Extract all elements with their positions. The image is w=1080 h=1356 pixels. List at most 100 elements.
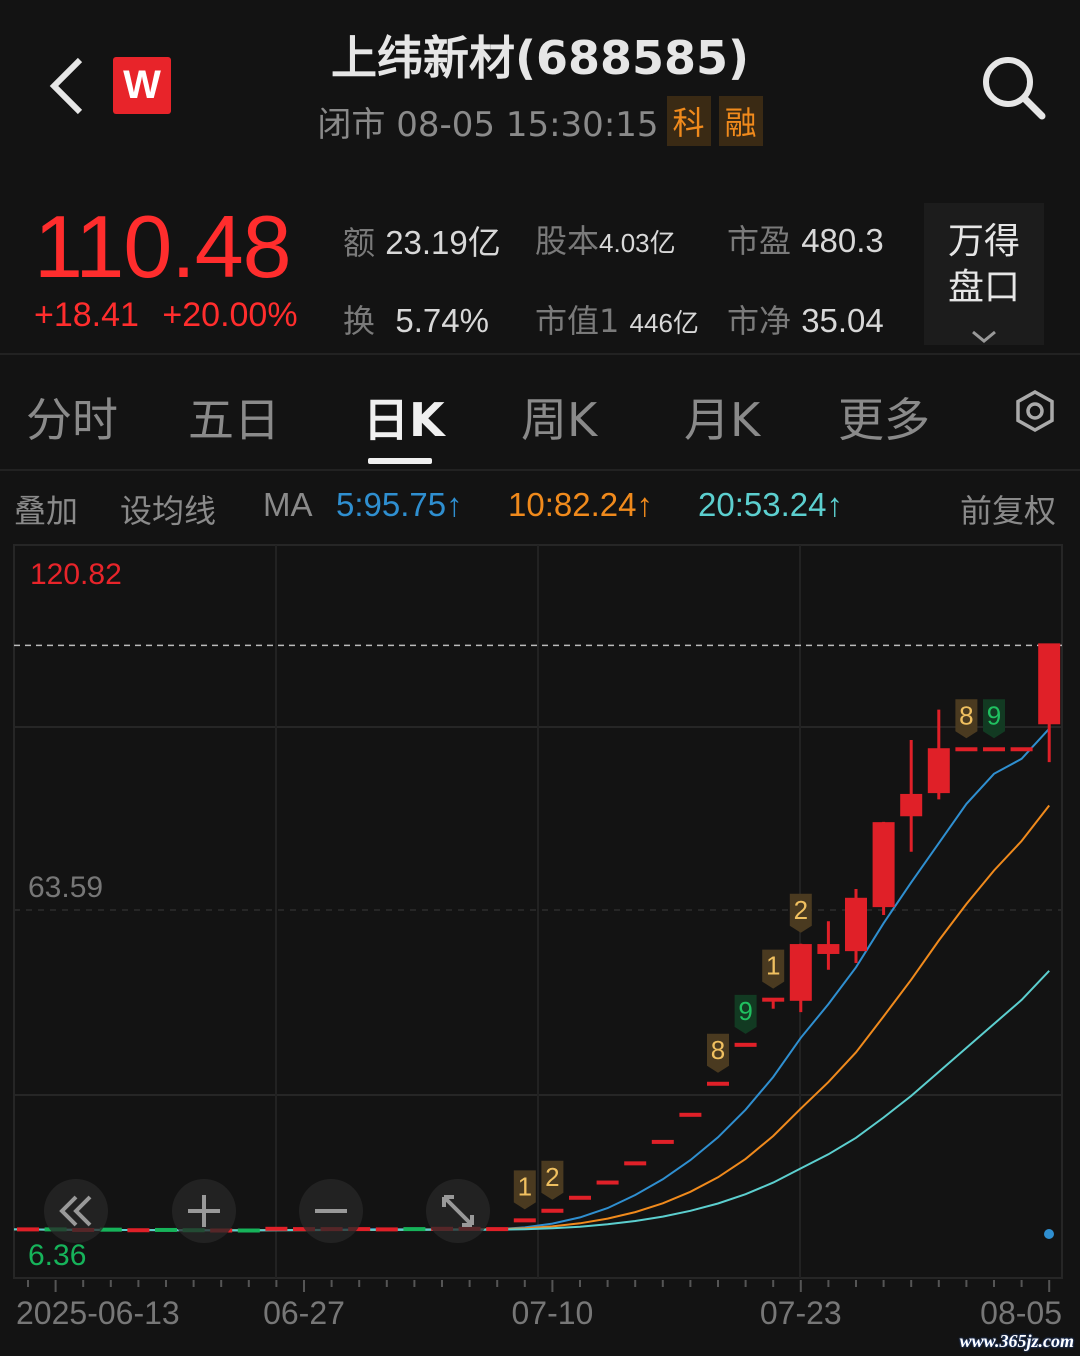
signal-label: 2 <box>545 1162 559 1192</box>
x-axis-label: 06-27 <box>263 1295 345 1331</box>
signal-label: 9 <box>738 996 752 1026</box>
overlay-button[interactable]: 叠加 <box>14 492 79 530</box>
chevron-down-icon <box>972 330 996 343</box>
candle-body <box>403 1227 426 1232</box>
tab-five-day[interactable]: 五日 <box>188 393 280 447</box>
candle-body <box>237 1228 260 1233</box>
margin-badge: 融 <box>718 96 763 146</box>
page-title: 上纬新材(688585) <box>330 31 750 85</box>
y-mid-label: 63.59 <box>28 871 103 904</box>
candle-body <box>817 944 840 954</box>
signal-badge <box>734 994 757 1034</box>
stat-pe: 市盈 480.3 <box>727 222 884 260</box>
adjust-mode-button[interactable]: 前复权 <box>960 492 1057 530</box>
candle-body <box>845 897 867 952</box>
signal-label: 9 <box>987 700 1001 730</box>
signal-badge <box>762 949 785 989</box>
wind-logo: W <box>113 57 171 114</box>
set-ma-button[interactable]: 设均线 <box>120 492 217 530</box>
y-max-label: 120.82 <box>30 558 122 591</box>
candle-body <box>375 1227 398 1232</box>
candle-body <box>1010 747 1033 752</box>
stat-turnover-amount: 额 23.19亿 <box>343 224 501 262</box>
y-min-label: 6.36 <box>28 1239 86 1272</box>
tab-intraday[interactable]: 分时 <box>26 393 118 447</box>
candle-body <box>265 1226 288 1231</box>
wind-pankou-button[interactable]: 万得 盘口 <box>924 203 1044 345</box>
candle-body <box>486 1227 509 1232</box>
tab-more[interactable]: 更多 <box>838 393 930 447</box>
settings-icon[interactable] <box>1013 389 1057 433</box>
candle-body <box>679 1112 702 1117</box>
candle-body <box>569 1195 591 1200</box>
signal-badge <box>955 699 978 739</box>
candle-body <box>872 822 895 908</box>
expand-arrows-icon <box>442 1195 474 1227</box>
candle-body <box>17 1227 39 1232</box>
candle-body <box>651 1139 674 1144</box>
zoom-out-button[interactable] <box>299 1179 363 1243</box>
divider <box>0 353 1080 355</box>
candle-body <box>348 1227 371 1232</box>
divider <box>0 469 1080 471</box>
stat-pb: 市净 35.04 <box>727 302 884 340</box>
candle-body <box>900 793 923 817</box>
candle-body <box>1038 643 1061 725</box>
active-tab-indicator <box>368 458 432 464</box>
tab-weekly-k[interactable]: 周K <box>521 393 598 447</box>
candle-body <box>127 1228 150 1233</box>
candle-body <box>155 1227 177 1232</box>
tab-daily-k[interactable]: 日K <box>363 393 445 447</box>
x-axis-label: 08-05 <box>980 1295 1062 1331</box>
candle-body <box>513 1218 536 1223</box>
fullscreen-button[interactable] <box>426 1179 490 1243</box>
signal-label: 8 <box>959 700 973 730</box>
candle-body <box>596 1180 619 1185</box>
plus-icon <box>188 1195 220 1227</box>
search-icon[interactable] <box>978 52 1048 122</box>
candle-body <box>762 997 785 1002</box>
status-time: 闭市 08-05 15:30:15 <box>317 104 659 145</box>
candle-body <box>624 1161 647 1166</box>
ma20-value: 20:53.24↑ <box>698 486 843 523</box>
star-market-badge: 科 <box>666 96 711 146</box>
candle-body <box>707 1081 729 1086</box>
latest-dot <box>1044 1229 1054 1239</box>
candle-body <box>734 1042 757 1047</box>
scroll-left-button[interactable] <box>44 1179 108 1243</box>
signal-label: 8 <box>711 1035 725 1065</box>
market-status: 闭市 08-05 15:30:15 科 融 <box>0 96 1080 146</box>
candle-body <box>789 944 812 1001</box>
ma10-value: 10:82.24↑ <box>508 486 653 523</box>
change-value: +18.41 <box>34 296 139 334</box>
zoom-in-button[interactable] <box>172 1179 236 1243</box>
minus-icon <box>315 1209 347 1213</box>
signal-label: 1 <box>518 1171 532 1201</box>
candle-body <box>541 1208 564 1213</box>
double-chevron-left-icon <box>59 1195 92 1227</box>
stat-market-cap: 市值1 446亿 <box>535 302 699 340</box>
back-chevron-icon[interactable] <box>46 56 90 116</box>
change-pct: +20.00% <box>162 296 298 334</box>
candle-body <box>927 748 950 794</box>
last-price: 110.48 <box>34 197 292 296</box>
x-axis-label: 07-10 <box>511 1295 593 1331</box>
signal-badge <box>789 893 812 933</box>
stat-turnover-rate: 换 5.74% <box>343 302 489 340</box>
ma5-value: 5:95.75↑ <box>336 486 463 523</box>
ma-label: MA <box>263 486 313 523</box>
signal-badge <box>541 1160 564 1200</box>
signal-badge <box>707 1033 729 1073</box>
signal-label: 2 <box>794 895 808 925</box>
x-axis-label: 2025-06-13 <box>16 1295 180 1331</box>
signal-badge <box>513 1170 536 1210</box>
signal-label: 1 <box>766 951 780 981</box>
watermark: www.365jz.com <box>959 1331 1074 1351</box>
tab-monthly-k[interactable]: 月K <box>684 393 761 447</box>
candle-body <box>99 1227 122 1232</box>
x-axis-label: 07-23 <box>760 1295 842 1331</box>
ma5-line <box>14 728 1050 1232</box>
signal-badge <box>983 699 1005 739</box>
price-change: +18.41 +20.00% <box>34 296 298 335</box>
